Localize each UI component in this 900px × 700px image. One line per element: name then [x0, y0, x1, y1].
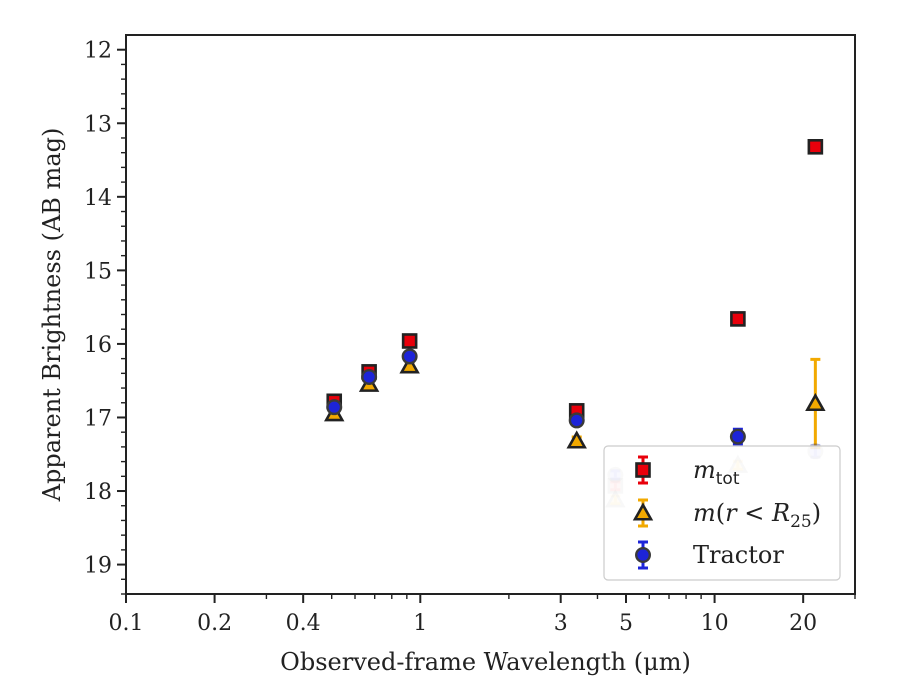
data-point-circle — [401, 348, 418, 365]
x-tick-label: 10 — [701, 611, 729, 636]
data-point-triangle — [566, 430, 587, 449]
legend-label: Tractor — [693, 541, 784, 569]
x-tick-label: 0.4 — [286, 611, 321, 636]
legend-entry: m(r < R25) — [632, 498, 821, 532]
data-point-triangle — [399, 355, 420, 374]
data-point-square — [730, 311, 746, 327]
x-tick-label: 1 — [413, 611, 427, 636]
y-tick-label: 14 — [84, 186, 112, 211]
legend-marker-circle — [635, 547, 652, 564]
y-tick-label: 17 — [84, 406, 112, 431]
data-point-circle — [326, 399, 343, 416]
y-axis-title: Apparent Brightness (AB mag) — [38, 128, 66, 503]
data-point-triangle — [805, 392, 826, 412]
legend-entry: Tractor — [635, 540, 784, 570]
x-tick-label: 0.2 — [197, 611, 232, 636]
x-axis-title: Observed-frame Wavelength (μm) — [280, 648, 691, 676]
legend-label: mtot — [693, 456, 740, 489]
x-tick-label: 0.1 — [109, 611, 144, 636]
legend-entry: mtot — [635, 455, 740, 489]
legend: mtot m(r < R25) Tractor — [603, 445, 841, 581]
data-point-circle — [361, 369, 378, 386]
y-tick-label: 13 — [84, 112, 112, 137]
y-tick-label: 15 — [84, 259, 112, 284]
y-tick-label: 12 — [84, 39, 112, 64]
data-point-square — [807, 139, 824, 155]
legend-marker-triangle — [632, 502, 654, 521]
data-point-circle — [729, 428, 746, 445]
x-tick-label: 20 — [789, 611, 817, 636]
x-tick-label: 5 — [619, 611, 633, 636]
data-point-square — [401, 333, 418, 349]
legend-box — [603, 445, 841, 581]
data-point-circle — [568, 412, 585, 429]
legend-label: m(r < R25) — [693, 499, 821, 532]
axes: 0.1 0.2 0.4 1 3 5 10 201213141516171819Observed… — [38, 34, 856, 676]
legend-marker-square — [635, 462, 651, 478]
x-tick-label: 3 — [554, 611, 568, 636]
y-tick-label: 19 — [84, 554, 112, 579]
y-tick-label: 18 — [84, 480, 112, 505]
y-tick-label: 16 — [84, 333, 112, 358]
